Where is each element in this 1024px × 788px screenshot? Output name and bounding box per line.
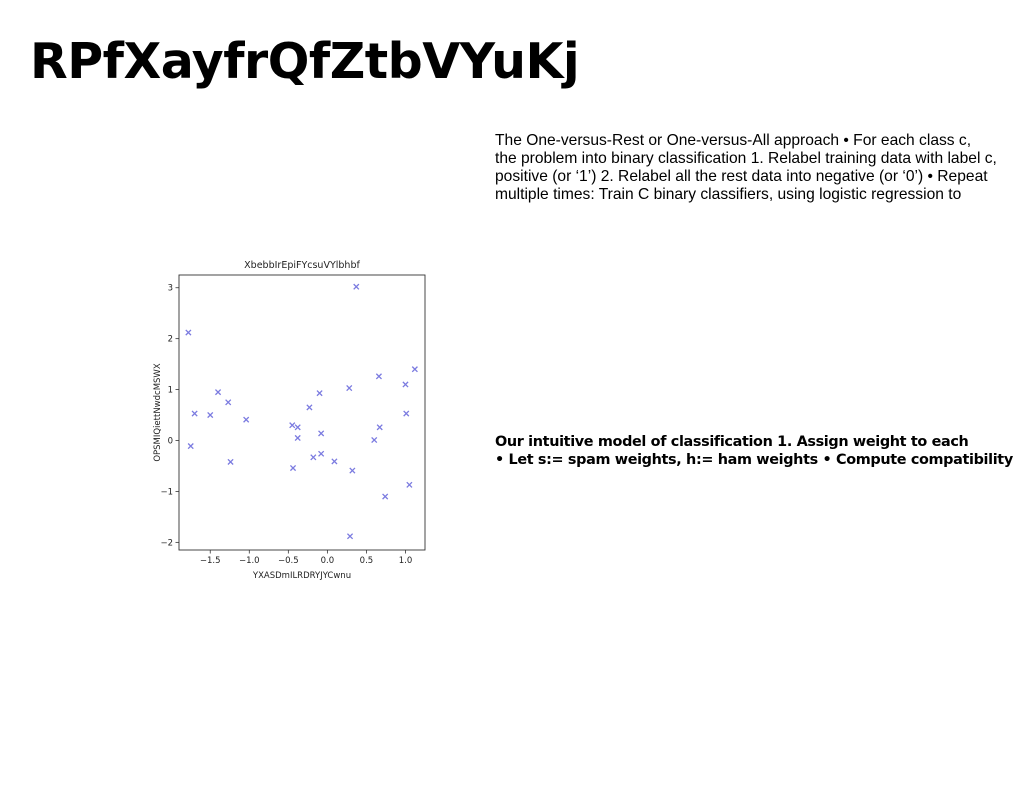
scatter-point (331, 458, 338, 465)
y-tick-label: −1 (160, 487, 173, 497)
scatter-point (289, 422, 296, 429)
scatter-point (406, 481, 413, 488)
scatter-point (346, 533, 354, 540)
scatter-point (294, 424, 301, 431)
y-axis-label: OPSMIQiettNwdcMSWX (153, 363, 163, 462)
x-tick-label: 1.0 (399, 556, 413, 566)
x-tick-label: −1.5 (200, 556, 221, 566)
scatter-point (306, 404, 313, 411)
scatter-point (375, 373, 382, 380)
scatter-point (185, 329, 192, 336)
chart-title: XbebbIrEpiFYcsuVYlbhbf (244, 260, 360, 271)
scatter-point (227, 458, 234, 465)
x-tick-label: −1.0 (239, 556, 260, 566)
paragraph-line: Our intuitive model of classification 1.… (495, 434, 969, 450)
scatter-point (403, 410, 410, 417)
paragraph-line: positive (or ‘1’) 2. Relabel all the res… (495, 168, 988, 185)
scatter-point (294, 434, 301, 442)
y-tick-label: 1 (168, 386, 173, 396)
scatter-point (382, 493, 389, 500)
scatter-point (318, 430, 325, 437)
scatter-point (187, 443, 194, 450)
scatter-point (214, 389, 222, 396)
scatter-point (318, 450, 325, 457)
y-tick-label: 0 (168, 437, 173, 447)
scatter-point (243, 416, 250, 423)
scatter-point (191, 410, 198, 417)
x-axis-label: YXASDmILRDRYJYCwnu (252, 571, 351, 581)
x-tick-label: −0.5 (278, 556, 299, 566)
x-tick-label: 0.5 (360, 556, 374, 566)
scatter-point (289, 464, 297, 472)
y-tick-label: 3 (168, 284, 173, 294)
scatter-point (316, 390, 323, 397)
scatter-figure: XbebbIrEpiFYcsuVYlbhbf −1.5 −1.0 −0.5 0.0 0.5… (140, 250, 440, 590)
x-tick-label: 0.0 (321, 556, 335, 566)
paragraph-line: The One-versus-Rest or One-versus-All ap… (495, 132, 972, 149)
scatter-point (402, 381, 409, 388)
slide-title: RPfXayfrQfZtbVYuKj (30, 33, 580, 90)
scatter-point (310, 454, 317, 461)
paragraph-line: • Let s:= spam weights, h:= ham weights … (495, 452, 1013, 468)
scatter-point (411, 366, 418, 373)
scatter-point (376, 424, 383, 431)
scatter-point (349, 467, 356, 474)
body-paragraph-ovr: The One-versus-Rest or One-versus-All ap… (495, 132, 1020, 204)
scatter-point (346, 384, 353, 392)
scatter-point (225, 399, 232, 406)
y-tick-label: −2 (160, 538, 173, 548)
scatter-point (353, 283, 360, 290)
body-paragraph-model: Our intuitive model of classification 1.… (495, 433, 1024, 469)
paragraph-line: the problem into binary classification 1… (495, 150, 997, 167)
paragraph-line: multiple times: Train C binary classifie… (495, 186, 962, 203)
scatter-point (371, 436, 378, 444)
plot-frame (178, 274, 426, 551)
y-tick-label: 2 (168, 335, 173, 345)
scatter-chart: XbebbIrEpiFYcsuVYlbhbf −1.5 −1.0 −0.5 0.0 0.5… (153, 260, 426, 581)
scatter-point (207, 411, 214, 419)
